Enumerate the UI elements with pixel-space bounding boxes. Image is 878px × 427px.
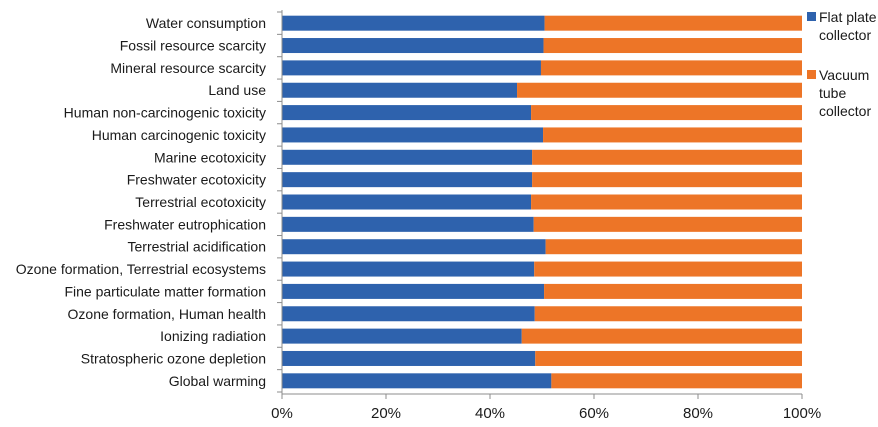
legend-label: Vacuum [819, 67, 869, 83]
category-label: Global warming [169, 373, 266, 389]
x-tick-label: 60% [579, 405, 609, 422]
bars-layer [282, 15, 802, 389]
category-label: Ozone formation, Terrestrial ecosystems [16, 261, 266, 277]
bar-segment-flat-plate [282, 60, 541, 76]
bar-segment-vacuum-tube [532, 172, 802, 188]
bar-segment-flat-plate [282, 149, 533, 165]
bar-segment-vacuum-tube [535, 350, 802, 366]
bar-segment-vacuum-tube [551, 373, 802, 389]
bar-segment-vacuum-tube [532, 149, 802, 165]
bar-segment-flat-plate [282, 306, 535, 322]
category-label: Mineral resource scarcity [110, 60, 266, 76]
bar-segment-flat-plate [282, 127, 544, 143]
category-label: Human carcinogenic toxicity [92, 127, 266, 143]
legend: Flat plate collector Vacuum tube collector [807, 9, 877, 119]
bar-segment-vacuum-tube [531, 194, 802, 210]
x-tick-label: 0% [271, 405, 293, 422]
bar-segment-vacuum-tube [543, 127, 802, 143]
bar-segment-vacuum-tube [531, 105, 802, 121]
category-label: Land use [208, 82, 266, 98]
bar-segment-flat-plate [282, 38, 544, 54]
legend-label: tube [819, 85, 846, 101]
bar-segment-flat-plate [282, 239, 546, 255]
bar-segment-flat-plate [282, 82, 518, 98]
bar-segment-vacuum-tube [540, 60, 802, 76]
bar-segment-vacuum-tube [544, 283, 802, 299]
category-label: Human non-carcinogenic toxicity [64, 105, 266, 121]
bar-segment-vacuum-tube [534, 306, 802, 322]
bar-segment-vacuum-tube [517, 82, 802, 98]
bar-segment-flat-plate [282, 194, 532, 210]
category-label: Ozone formation, Human health [68, 306, 266, 322]
legend-label: collector [819, 103, 871, 119]
category-label: Fossil resource scarcity [120, 38, 266, 54]
bar-segment-flat-plate [282, 15, 545, 31]
bar-segment-flat-plate [282, 261, 535, 277]
bar-segment-vacuum-tube [543, 38, 802, 54]
category-label: Stratospheric ozone depletion [81, 350, 266, 366]
bar-segment-vacuum-tube [544, 15, 802, 31]
bar-segment-flat-plate [282, 172, 533, 188]
category-label: Terrestrial ecotoxicity [135, 194, 266, 210]
axes-layer [277, 10, 803, 399]
category-label: Freshwater eutrophication [104, 216, 266, 232]
x-tick-label: 20% [371, 405, 401, 422]
legend-label: Flat plate [819, 9, 877, 25]
bar-segment-flat-plate [282, 216, 534, 232]
legend-label: collector [819, 27, 871, 43]
category-label: Ionizing radiation [160, 328, 266, 344]
category-label: Freshwater ecotoxicity [127, 172, 266, 188]
bar-segment-flat-plate [282, 283, 545, 299]
category-label: Terrestrial acidification [128, 239, 267, 255]
category-label: Water consumption [146, 15, 266, 31]
x-tick-label: 80% [683, 405, 713, 422]
bar-segment-flat-plate [282, 373, 552, 389]
x-tick-label: 100% [783, 405, 821, 422]
legend-swatch [807, 12, 816, 21]
legend-swatch [807, 70, 816, 79]
bar-segment-vacuum-tube [534, 261, 802, 277]
category-labels: Water consumption Fossil resource scarcit… [16, 15, 266, 389]
bar-segment-flat-plate [282, 105, 532, 121]
bar-segment-vacuum-tube [545, 239, 802, 255]
legend-item-vacuum-tube: Vacuum tube collector [807, 67, 871, 119]
x-tick-label: 40% [475, 405, 505, 422]
category-label: Marine ecotoxicity [154, 149, 266, 165]
bar-segment-flat-plate [282, 350, 536, 366]
bar-segment-flat-plate [282, 328, 522, 344]
x-tick-labels: 0% 20% 40% 60% 80% 100% [271, 405, 821, 422]
bar-segment-vacuum-tube [521, 328, 802, 344]
category-label: Fine particulate matter formation [64, 283, 266, 299]
legend-item-flat-plate: Flat plate collector [807, 9, 877, 43]
bar-segment-vacuum-tube [533, 216, 802, 232]
